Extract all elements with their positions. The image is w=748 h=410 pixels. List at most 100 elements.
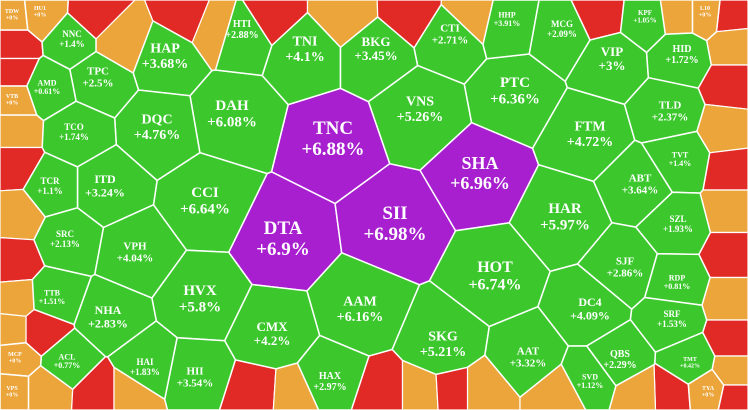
ticker-label: L10 (700, 6, 710, 12)
ticker-label: KPF (638, 9, 652, 17)
ticker-label: HAX (319, 371, 342, 382)
change-label: +1.12% (577, 381, 604, 390)
cell (22, 151, 79, 218)
ticker-label: SZL (669, 214, 686, 224)
cell (687, 368, 725, 410)
ticker-label: DQC (141, 113, 172, 128)
cell (619, 0, 667, 54)
change-label: +4.2% (254, 333, 291, 348)
change-label: +1.72% (665, 55, 698, 66)
change-label: +3.64% (622, 185, 659, 197)
ticker-label: HU1 (34, 6, 46, 12)
ticker-label: MCP (8, 352, 22, 358)
ticker-label: TPC (87, 65, 109, 77)
cell (106, 319, 178, 401)
ticker-label: TYA (702, 386, 715, 392)
change-label: +0.42% (680, 364, 700, 370)
ticker-label: VPH (123, 240, 147, 252)
ticker-label: VIP (601, 44, 623, 59)
change-label: +1.53% (657, 319, 687, 329)
change-label: +0% (699, 13, 711, 19)
change-label: +1.4% (59, 39, 84, 49)
change-label: +2.13% (50, 239, 80, 249)
change-label: +1.05% (633, 16, 656, 24)
change-label: +1.93% (663, 224, 693, 234)
ticker-label: ACL (59, 352, 76, 361)
ticker-label: HAR (548, 201, 582, 217)
change-label: +3% (599, 58, 626, 73)
cell (482, 0, 540, 60)
cell (214, 0, 273, 77)
ticker-label: RDP (669, 273, 686, 282)
ticker-label: AMD (37, 78, 56, 87)
change-label: +3.45% (354, 48, 397, 63)
change-label: +1.51% (39, 297, 66, 306)
change-label: +0.77% (54, 361, 81, 370)
change-label: +5.8% (179, 300, 221, 316)
ticker-label: SII (382, 203, 407, 224)
change-label: +2.37% (652, 112, 689, 124)
cell (0, 373, 30, 410)
cell (31, 265, 93, 326)
change-label: +5.21% (420, 345, 466, 360)
change-label: +4.04% (117, 253, 154, 265)
cell (0, 85, 38, 116)
change-label: +5.97% (540, 218, 590, 234)
change-label: +1.1% (37, 186, 62, 196)
ticker-label: AAM (343, 295, 376, 310)
change-label: +2.86% (607, 268, 644, 280)
change-label: +2.88% (225, 30, 258, 41)
ticker-label: TNC (313, 118, 353, 139)
ticker-label: BKG (362, 34, 391, 49)
change-label: +2.71% (432, 35, 469, 47)
change-label: +2.5% (82, 78, 113, 90)
ticker-label: HAI (136, 357, 154, 367)
ticker-label: DTA (264, 218, 303, 239)
ticker-label: HID (673, 44, 692, 55)
change-label: +0% (6, 16, 18, 22)
change-label: +2.29% (603, 360, 636, 371)
ticker-label: CTI (440, 22, 460, 34)
ticker-label: TCR (40, 176, 60, 186)
ticker-label: TMT (683, 357, 697, 363)
change-label: +0.81% (664, 282, 691, 291)
change-label: +6.9% (256, 239, 310, 260)
change-label: +0.61% (34, 87, 61, 96)
ticker-label: SRF (663, 309, 681, 319)
change-label: +6.74% (468, 276, 521, 293)
ticker-label: CCI (191, 185, 219, 201)
change-label: +6.64% (180, 202, 230, 218)
ticker-label: VPS (6, 386, 18, 392)
ticker-label: TCO (64, 122, 84, 132)
ticker-label: HOT (477, 259, 513, 276)
change-label: +0% (9, 359, 21, 365)
cell (23, 0, 69, 44)
ticker-label: SJF (616, 255, 635, 267)
change-label: +1.4% (669, 159, 692, 168)
change-label: +6.88% (301, 139, 364, 160)
ticker-label: SVD (582, 372, 598, 381)
cell (296, 334, 370, 410)
ticker-label: DAH (215, 98, 249, 114)
cell (560, 345, 617, 410)
change-label: +2.83% (88, 316, 128, 330)
change-label: +6.36% (490, 92, 540, 108)
filler-cell (0, 278, 35, 317)
ticker-label: TNI (293, 35, 318, 50)
filler-cell (0, 114, 45, 149)
filler-cell (717, 384, 748, 410)
change-label: +0% (702, 393, 714, 399)
change-label: +3.32% (510, 358, 547, 370)
cell (691, 0, 721, 42)
ticker-label: HVX (183, 283, 217, 299)
ticker-label: DC4 (578, 295, 601, 309)
ticker-label: MCG (551, 19, 573, 29)
ticker-label: CMX (256, 319, 288, 334)
change-label: +6.16% (337, 310, 383, 325)
ticker-label: ITD (94, 172, 116, 186)
change-label: +3.91% (494, 19, 521, 28)
ticker-label: SKG (428, 330, 458, 345)
filler-cell (715, 0, 748, 33)
change-label: +4.72% (567, 135, 613, 150)
